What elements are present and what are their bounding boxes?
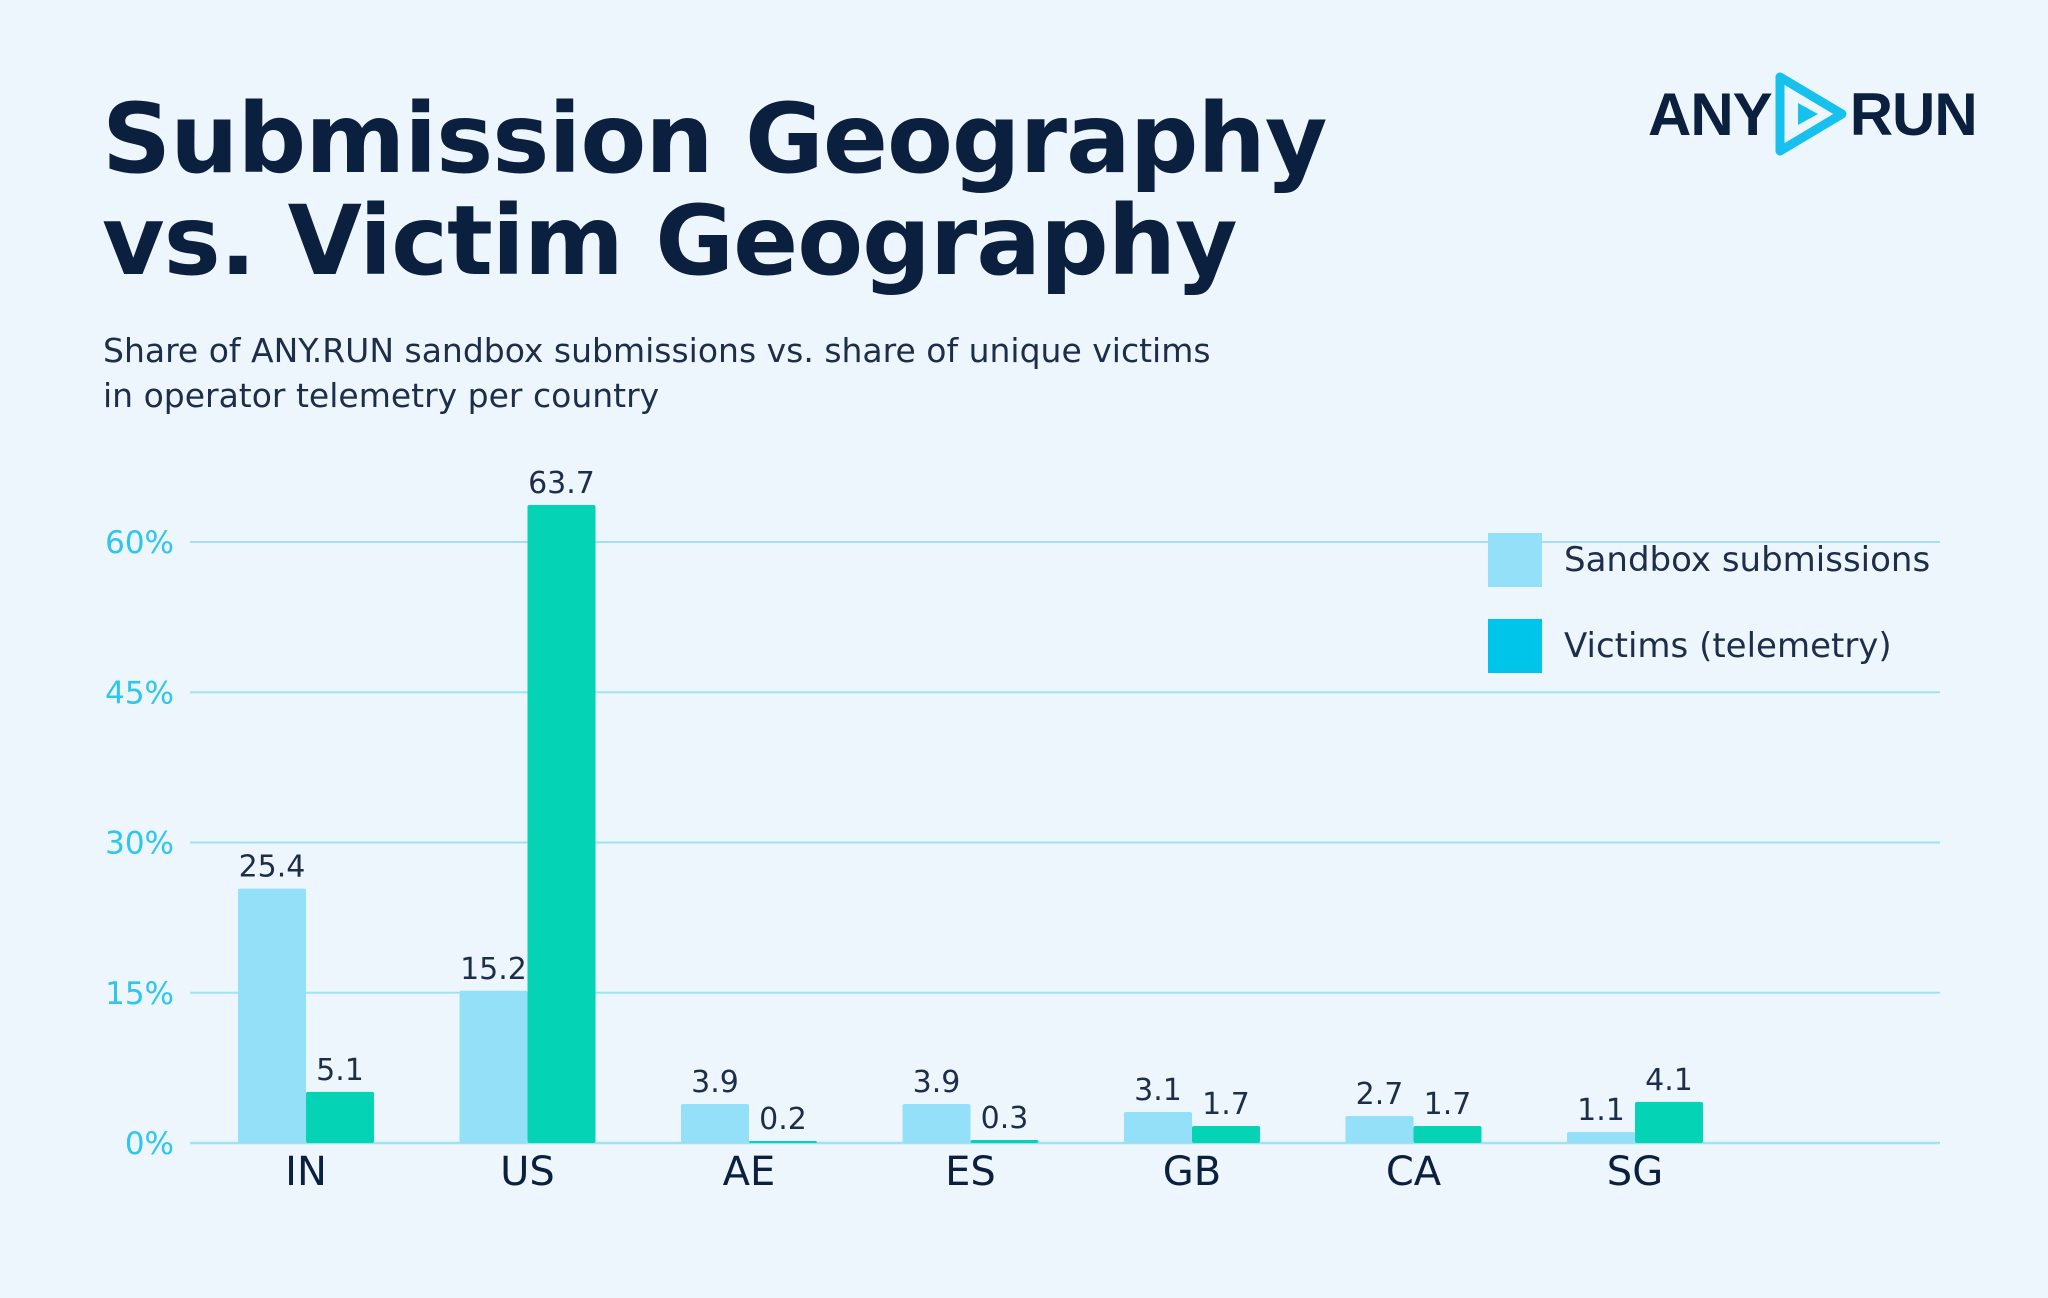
data-label: 1.7 [1424,1087,1472,1122]
data-label: 3.9 [691,1065,739,1100]
x-tick-label: AE [723,1149,776,1195]
data-label: 4.1 [1645,1063,1693,1098]
legend-swatch-victims [1488,619,1542,673]
bar-ae-sandbox [681,1103,749,1143]
chart-legend: Sandbox submissions Victims (telemetry) [1488,532,1930,704]
bars [238,505,1703,1143]
data-label: 1.7 [1202,1087,1250,1122]
title-line-1: Submission Geography [102,83,1327,195]
x-tick-label: US [500,1149,555,1195]
data-label: 5.1 [316,1053,364,1088]
legend-item-victims: Victims (telemetry) [1488,618,1930,674]
subtitle-line-1: Share of ANY.RUN sandbox submissions vs.… [103,331,1211,370]
y-tick-label: 45% [105,675,174,711]
bar-sg-sandbox [1567,1131,1635,1143]
bar-sg-victims [1635,1101,1703,1143]
bar-gb-victims [1192,1125,1260,1143]
x-tick-label: SG [1607,1149,1663,1195]
data-label: 25.4 [239,850,306,885]
play-triangle-icon [1775,72,1847,156]
data-label: 63.7 [528,466,595,501]
page-title: Submission Geography vs. Victim Geograph… [102,83,1327,297]
legend-label-sandbox: Sandbox submissions [1564,540,1931,580]
bar-ca-sandbox [1345,1115,1414,1143]
data-label: 0.3 [981,1101,1029,1136]
bar-in-sandbox [238,888,306,1143]
x-tick-label: CA [1386,1149,1442,1195]
x-tick-label: IN [285,1149,327,1195]
bar-ca-victims [1413,1125,1482,1143]
data-label: 15.2 [460,952,527,987]
x-tick-label: GB [1163,1149,1221,1195]
logo-text-right: RUN [1849,80,1978,148]
x-tick-label: ES [945,1149,996,1195]
y-tick-label: 60% [105,525,174,561]
page-subtitle: Share of ANY.RUN sandbox submissions vs.… [103,328,1211,418]
bar-us-victims [527,505,596,1143]
data-label: 1.1 [1577,1093,1625,1128]
data-label: 3.1 [1134,1073,1182,1108]
data-label: 0.2 [759,1102,807,1137]
legend-swatch-sandbox [1488,533,1542,587]
bar-us-sandbox [459,990,528,1143]
bar-es-victims [970,1139,1039,1143]
bar-gb-sandbox [1124,1111,1192,1143]
y-tick-label: 30% [105,826,174,862]
logo-text-left: ANY [1648,80,1773,148]
bar-es-sandbox [902,1103,971,1143]
bar-ae-victims [749,1140,817,1143]
y-tick-label: 15% [105,976,174,1012]
anyrun-logo: ANY RUN [1648,64,1978,164]
title-line-2: vs. Victim Geography [102,185,1238,297]
data-label: 3.9 [913,1065,961,1100]
legend-label-victims: Victims (telemetry) [1564,626,1892,666]
labels: 0% 15% 30% 45% 60% 25.4 5.1 IN 15.2 63.7 US 3.9 0.2 A… [105,466,1693,1195]
bar-in-victims [306,1091,374,1143]
data-label: 2.7 [1356,1077,1404,1112]
subtitle-line-2: in operator telemetry per country [103,376,660,415]
y-tick-label: 0% [125,1126,174,1162]
legend-item-sandbox: Sandbox submissions [1488,532,1930,588]
